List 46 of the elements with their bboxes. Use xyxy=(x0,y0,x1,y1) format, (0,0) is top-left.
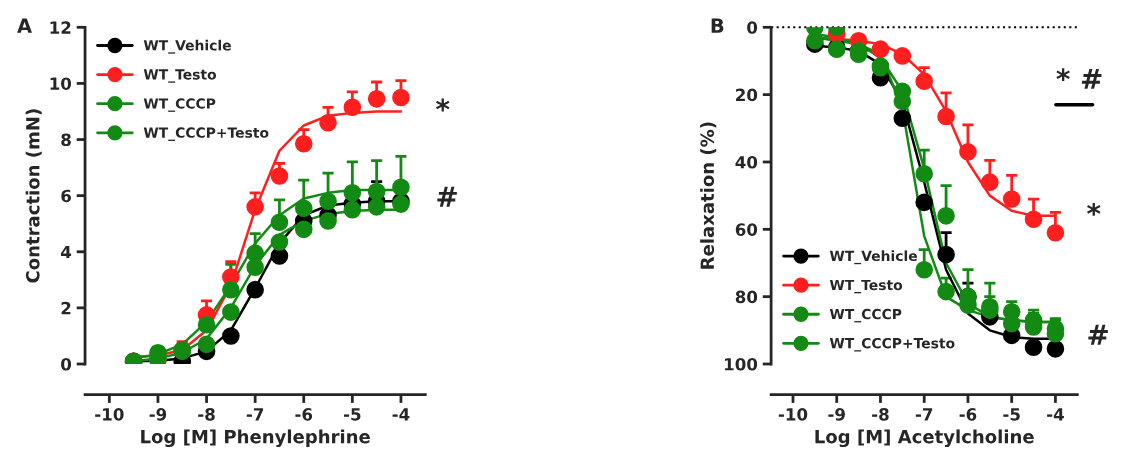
legend-label: WT_Vehicle xyxy=(143,39,231,54)
x-tick-label: -9 xyxy=(828,408,845,421)
legend-label: WT_Vehicle xyxy=(829,250,917,265)
y-axis-title: Relaxation (%) xyxy=(700,122,717,269)
y-tick-label: 20 xyxy=(736,88,758,102)
x-tick-label: -4 xyxy=(1047,408,1064,421)
x-tick-label: -7 xyxy=(915,408,933,421)
legend-label: WT_CCCP+Testo xyxy=(143,127,269,141)
text: * xyxy=(436,98,450,112)
text: # xyxy=(1088,324,1108,345)
x-tick-label: -6 xyxy=(959,408,977,421)
legend-label: WT_Testo xyxy=(829,279,903,294)
y-tick-label: 100 xyxy=(725,357,758,371)
y-tick-label: 80 xyxy=(735,290,758,304)
y-tick-label: 4 xyxy=(61,245,72,259)
chart-title: B xyxy=(711,18,724,33)
legend-label: WT_CCCP xyxy=(829,308,902,323)
text: * xyxy=(1087,202,1101,216)
x-tick-label: -4 xyxy=(392,408,410,421)
legend-label: WT_CCCP xyxy=(143,98,216,112)
y-tick-label: 40 xyxy=(735,155,758,169)
y-tick-label: 6 xyxy=(61,189,71,203)
x-tick-label: -6 xyxy=(295,408,313,421)
y-tick-label: 60 xyxy=(735,223,758,236)
y-axis-title: Contraction (mN) xyxy=(25,109,42,283)
y-tick-label: 2 xyxy=(61,301,71,315)
y-tick-label: 12 xyxy=(50,21,71,34)
x-tick-label: -9 xyxy=(149,408,167,421)
y-tick-label: 10 xyxy=(50,77,72,90)
text: # xyxy=(437,186,457,207)
y-tick-label: 0 xyxy=(61,357,72,371)
y-tick-label: 8 xyxy=(61,133,71,147)
x-tick-label: -5 xyxy=(1003,408,1020,421)
x-tick-label: -8 xyxy=(198,408,215,421)
x-tick-label: -10 xyxy=(95,408,124,421)
x-tick-label: -7 xyxy=(246,408,264,421)
x-axis-title: Log [M] Acetylcholine xyxy=(815,429,1034,448)
legend-label: WT_Testo xyxy=(143,69,217,83)
legend-label: WT_CCCP+Testo xyxy=(829,337,955,352)
x-axis-title: Log [M] Phenylephrine xyxy=(141,429,370,448)
chart-title: A xyxy=(17,18,32,33)
x-tick-label: -5 xyxy=(344,408,361,421)
annotation: * # xyxy=(1056,68,1102,89)
y-tick-label: 0 xyxy=(747,21,758,34)
x-tick-label: -10 xyxy=(778,408,808,421)
x-tick-label: -8 xyxy=(872,408,889,421)
